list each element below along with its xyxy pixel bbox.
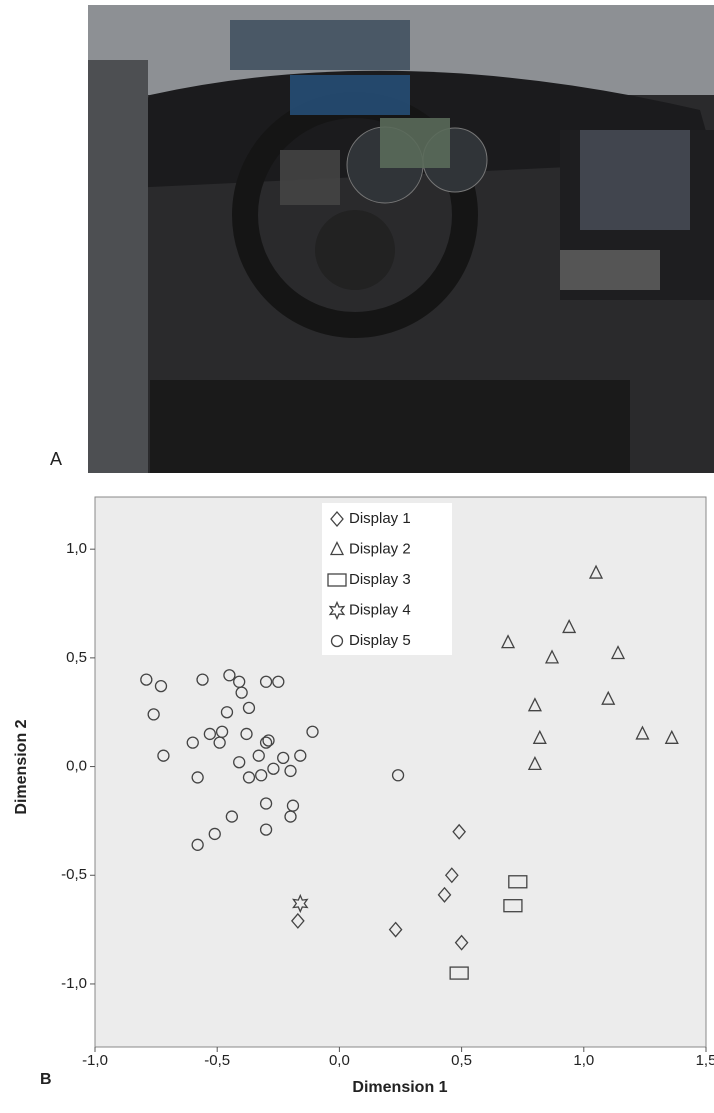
x-tick-label: -1,0 — [82, 1052, 108, 1069]
x-axis-title: Dimension 1 — [352, 1079, 447, 1096]
y-tick-label: -0,5 — [61, 866, 87, 883]
y-tick-label: 0,5 — [66, 649, 87, 666]
legend-label: Display 1 — [349, 510, 411, 527]
x-tick-label: 1,0 — [573, 1052, 594, 1069]
y-tick-label: -1,0 — [61, 975, 87, 992]
photo-label: A — [50, 449, 62, 469]
y-tick-label: 0,0 — [66, 758, 87, 775]
legend-label: Display 2 — [349, 540, 411, 557]
panel-label: B — [40, 1071, 52, 1088]
dashboard-photo — [88, 5, 714, 473]
x-tick-label: 1,5 — [696, 1052, 714, 1069]
y-tick-label: 1,0 — [66, 540, 87, 557]
x-tick-label: -0,5 — [204, 1052, 230, 1069]
y-axis-title: Dimension 2 — [13, 719, 30, 814]
x-tick-label: 0,0 — [329, 1052, 350, 1069]
legend-label: Display 3 — [349, 571, 411, 588]
x-tick-label: 0,5 — [451, 1052, 472, 1069]
legend-label: Display 4 — [349, 601, 411, 618]
legend-label: Display 5 — [349, 632, 411, 649]
page: A B Dimension 1 Dimension 2 -1,0 -0,5 0,0 0… — [0, 0, 714, 1113]
figure: A B Dimension 1 Dimension 2 -1,0 -0,5 0,0 0… — [0, 0, 714, 1108]
